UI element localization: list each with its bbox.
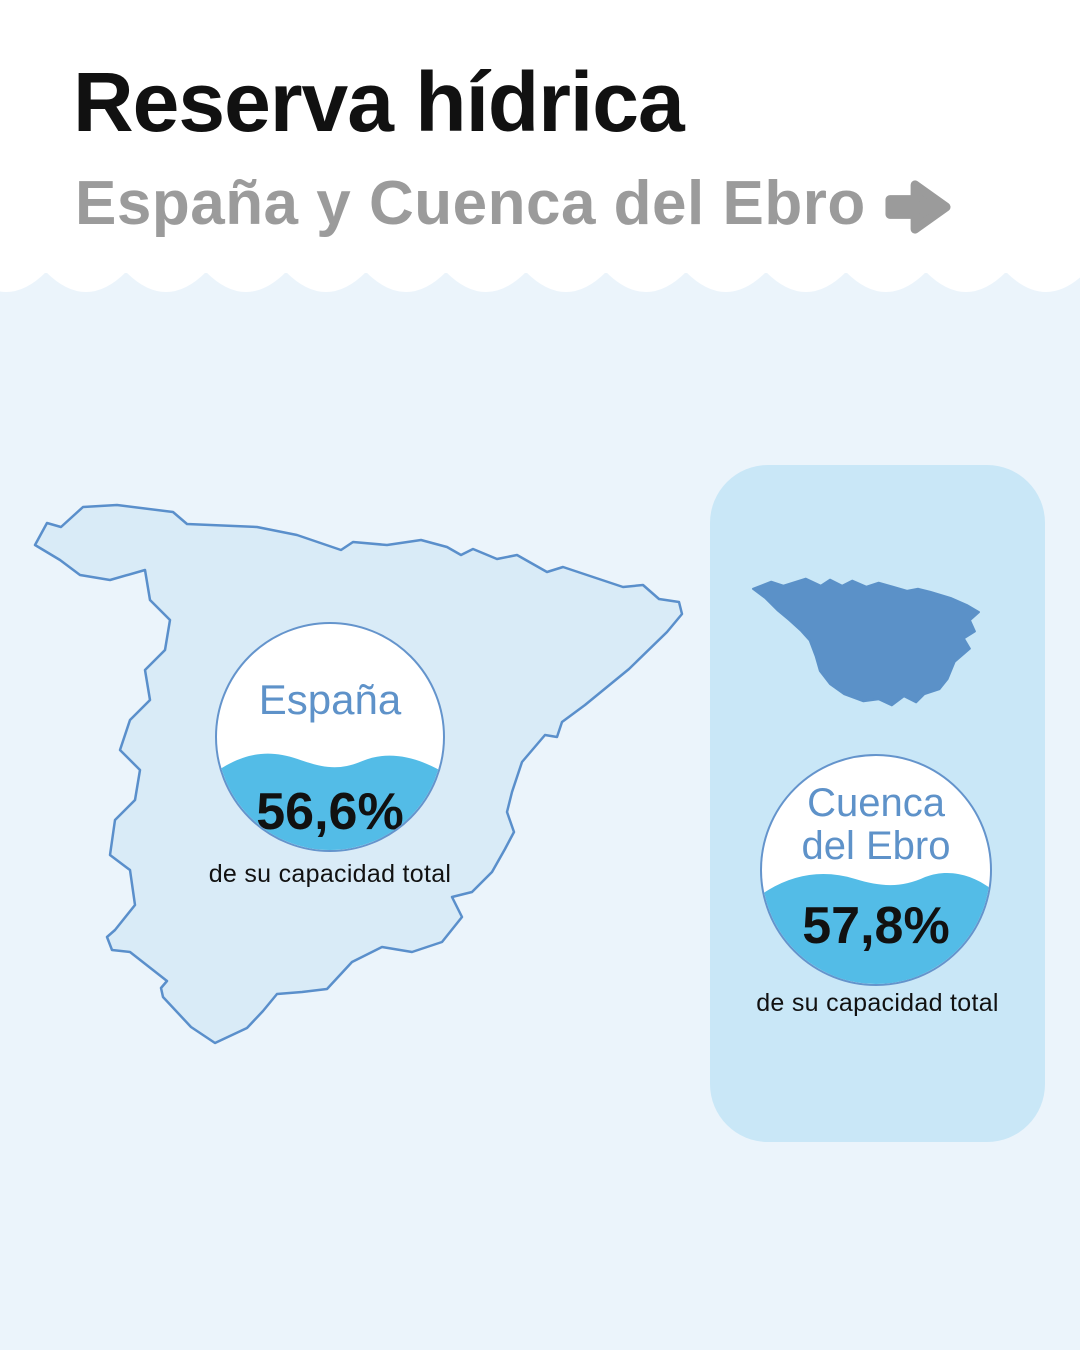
ebro-caption: de su capacidad total xyxy=(756,989,999,1017)
espana-value: 56,6% xyxy=(256,783,404,841)
page-subtitle: España y Cuenca del Ebro xyxy=(75,169,866,238)
arrow-right-icon[interactable] xyxy=(884,177,952,237)
page-title: Reserva hídrica xyxy=(73,55,685,149)
espana-gauge: España 56,6% xyxy=(215,622,445,852)
ebro-gauge: Cuenca del Ebro 57,8% xyxy=(760,754,992,986)
espana-caption: de su capacidad total xyxy=(208,860,452,888)
ebro-label-line1: Cuenca xyxy=(807,781,945,825)
ebro-label: Cuenca del Ebro xyxy=(762,781,990,869)
subtitle-row: España y Cuenca del Ebro xyxy=(75,168,952,239)
espana-label: España xyxy=(258,676,402,723)
ebro-basin-map xyxy=(751,577,980,707)
espana-water-fill xyxy=(217,753,443,850)
ebro-card: Cuenca del Ebro 57,8% de su capacidad tot… xyxy=(710,465,1045,1142)
ebro-water-fill xyxy=(762,872,990,984)
ebro-value: 57,8% xyxy=(802,897,950,955)
wave-border xyxy=(0,271,1080,292)
ebro-label-line2: del Ebro xyxy=(801,824,951,869)
header: Reserva hídrica España y Cuenca del Ebro xyxy=(0,0,1080,273)
